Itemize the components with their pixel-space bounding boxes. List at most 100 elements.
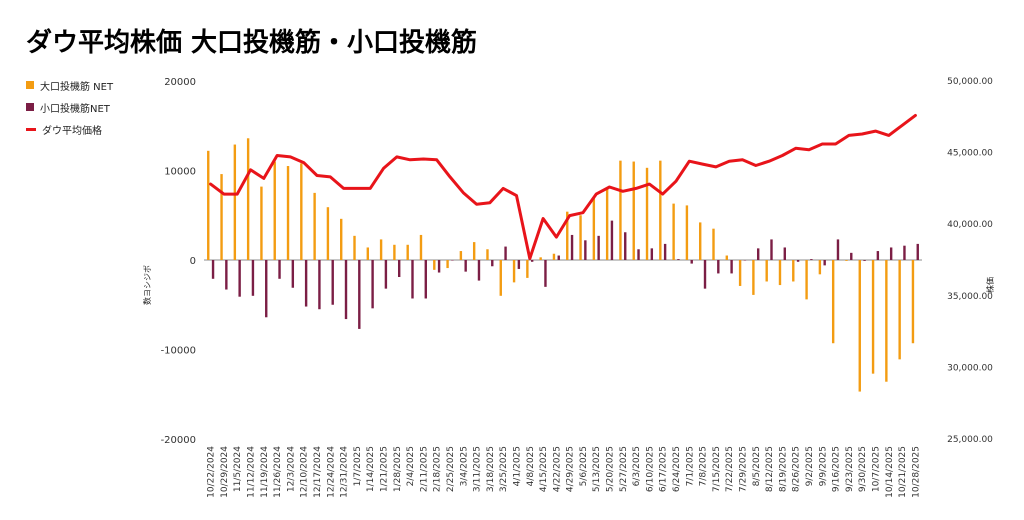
bar-small-spec bbox=[783, 247, 786, 260]
left-axis: 20000 10000 0 -10000 -20000 bbox=[161, 77, 196, 446]
x-tick-label: 1/7/2025 bbox=[353, 446, 363, 486]
x-tick-label: 4/22/2025 bbox=[552, 446, 562, 492]
y-tick-right: 25,000.00 bbox=[947, 435, 993, 445]
x-tick-label: 1/21/2025 bbox=[380, 446, 390, 492]
bar-large-spec bbox=[300, 163, 303, 260]
bar-small-spec bbox=[344, 260, 348, 320]
x-tick-label: 8/12/2025 bbox=[765, 446, 775, 492]
x-tick-label: 6/10/2025 bbox=[645, 446, 655, 492]
x-tick-label: 11/26/2024 bbox=[273, 446, 283, 498]
bar-small-spec bbox=[889, 247, 893, 260]
y-tick-left: 10000 bbox=[164, 167, 196, 178]
bar-large-spec bbox=[765, 260, 768, 282]
chart-title: ダウ平均株価 大口投機筋・小口投機筋 bbox=[26, 28, 478, 58]
bar-small-spec bbox=[863, 260, 866, 261]
bar-small-spec bbox=[850, 252, 853, 260]
bar-large-spec bbox=[619, 160, 622, 260]
x-tick-label: 2/4/2025 bbox=[406, 446, 416, 486]
bar-small-spec bbox=[238, 260, 241, 297]
bar-small-spec bbox=[770, 239, 773, 260]
bar-small-spec bbox=[663, 243, 667, 260]
x-tick-label: 9/9/2025 bbox=[818, 446, 828, 486]
bar-large-spec bbox=[366, 247, 370, 260]
bar-small-spec bbox=[690, 260, 693, 264]
bar-large-spec bbox=[340, 218, 343, 260]
bar-small-spec bbox=[610, 220, 614, 260]
bar-small-spec bbox=[703, 260, 707, 289]
x-tick-label: 5/6/2025 bbox=[579, 446, 589, 486]
bar-small-spec bbox=[291, 260, 295, 288]
bar-small-spec bbox=[916, 243, 919, 260]
bar-small-spec bbox=[437, 260, 441, 273]
y-tick-right: 35,000.00 bbox=[947, 292, 993, 302]
bar-large-spec bbox=[592, 197, 596, 260]
bar-large-spec bbox=[446, 260, 449, 269]
bar-large-spec bbox=[472, 242, 476, 260]
bar-large-spec bbox=[858, 260, 861, 392]
x-tick-label: 8/19/2025 bbox=[778, 446, 788, 492]
x-tick-label: 7/22/2025 bbox=[725, 446, 735, 492]
bar-small-spec bbox=[384, 260, 388, 289]
bar-small-spec bbox=[358, 260, 361, 329]
bar-small-spec bbox=[756, 248, 760, 260]
bar-large-spec bbox=[459, 251, 463, 260]
bar-large-spec bbox=[393, 244, 396, 260]
x-tick-label: 8/5/2025 bbox=[752, 446, 762, 486]
bar-small-spec bbox=[424, 260, 427, 299]
bar-large-spec bbox=[379, 239, 383, 260]
x-tick-label: 11/5/2024 bbox=[233, 446, 243, 492]
bar-large-spec bbox=[805, 260, 808, 300]
legend-swatch-large-spec bbox=[26, 81, 34, 89]
x-tick-label: 2/25/2025 bbox=[446, 446, 456, 492]
bar-large-spec bbox=[792, 260, 795, 282]
x-tick-label: 10/22/2024 bbox=[207, 446, 217, 498]
bar-small-spec bbox=[411, 260, 414, 299]
bar-small-spec bbox=[504, 246, 507, 260]
x-tick-label: 12/31/2024 bbox=[340, 446, 350, 498]
x-tick-label: 3/18/2025 bbox=[486, 446, 496, 492]
y-tick-left: 20000 bbox=[164, 77, 196, 88]
bar-small-spec bbox=[451, 260, 454, 261]
legend-swatch-dow bbox=[26, 127, 36, 131]
bar-large-spec bbox=[871, 260, 875, 374]
bar-large-spec bbox=[353, 235, 356, 260]
x-tick-label: 7/15/2025 bbox=[712, 446, 722, 492]
bar-small-spec bbox=[597, 235, 600, 260]
bar-small-spec bbox=[810, 259, 813, 260]
x-tick-label: 4/29/2025 bbox=[566, 446, 576, 492]
bar-small-spec bbox=[557, 255, 560, 260]
x-tick-label: 6/24/2025 bbox=[672, 446, 682, 492]
bar-large-spec bbox=[738, 260, 742, 286]
legend-item-dow: ダウ平均価格 bbox=[26, 118, 113, 140]
x-tick-label: 9/30/2025 bbox=[858, 446, 868, 492]
y-axis-label-right: 株価 bbox=[985, 277, 995, 293]
bar-small-spec bbox=[903, 245, 906, 260]
bar-small-spec bbox=[624, 232, 627, 260]
x-tick-label: 1/14/2025 bbox=[366, 446, 376, 492]
bar-small-spec bbox=[304, 260, 308, 307]
x-tick-label: 5/20/2025 bbox=[606, 446, 616, 492]
bar-small-spec bbox=[477, 260, 481, 281]
bar-large-spec bbox=[207, 150, 210, 260]
bar-large-spec bbox=[645, 167, 649, 260]
bar-large-spec bbox=[632, 161, 635, 260]
bar-large-spec bbox=[246, 138, 250, 260]
x-tick-label: 12/24/2024 bbox=[326, 446, 336, 498]
bar-large-spec bbox=[898, 260, 901, 360]
bar-large-spec bbox=[260, 186, 263, 260]
bar-large-spec bbox=[699, 222, 702, 260]
bar-small-spec bbox=[225, 260, 228, 290]
bar-large-spec bbox=[220, 174, 223, 260]
x-tick-label: 7/1/2025 bbox=[685, 446, 695, 486]
bar-large-spec bbox=[313, 192, 316, 260]
bar-small-spec bbox=[677, 259, 680, 260]
bar-small-spec bbox=[796, 260, 800, 262]
bar-large-spec bbox=[685, 205, 689, 260]
bar-small-spec bbox=[331, 260, 334, 305]
bar-large-spec bbox=[499, 260, 502, 296]
y-tick-right: 45,000.00 bbox=[947, 149, 993, 159]
bar-large-spec bbox=[712, 228, 715, 260]
bar-small-spec bbox=[530, 260, 534, 262]
bar-large-spec bbox=[911, 260, 915, 344]
